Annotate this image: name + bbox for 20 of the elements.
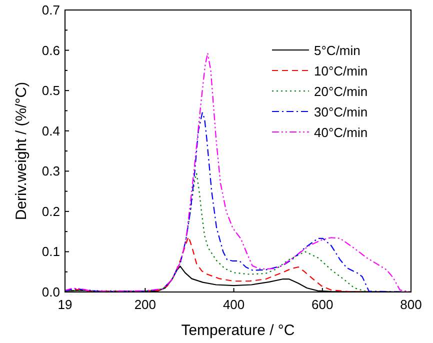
x-axis-title: Temperature / °C — [181, 322, 295, 339]
x-tick-label: 800 — [400, 297, 422, 312]
x-tick-label: 400 — [222, 297, 245, 312]
y-tick-label: 0.2 — [42, 204, 60, 219]
x-tick-label: 600 — [312, 297, 334, 312]
x-tick-label: 19 — [58, 297, 72, 312]
y-tick-label: 0.5 — [42, 83, 60, 98]
y-tick-label: 0.1 — [42, 244, 60, 260]
legend-label: 30°C/min — [314, 104, 368, 120]
legend-label: 20°C/min — [314, 84, 368, 99]
legend-label: 10°C/min — [314, 64, 368, 78]
y-tick-label: 0.4 — [42, 123, 60, 138]
x-tick-label: 200 — [134, 297, 156, 312]
legend-label: 5°C/min — [314, 43, 360, 58]
y-tick-label: 0.7 — [42, 2, 60, 18]
y-axis-title: Deriv.weight / (%/°C) — [13, 82, 30, 220]
legend-label: 40°C/min — [314, 125, 368, 140]
y-tick-label: 0.3 — [42, 164, 60, 179]
y-tick-label: 0.0 — [42, 284, 60, 300]
y-tick-label: 0.6 — [42, 42, 60, 58]
